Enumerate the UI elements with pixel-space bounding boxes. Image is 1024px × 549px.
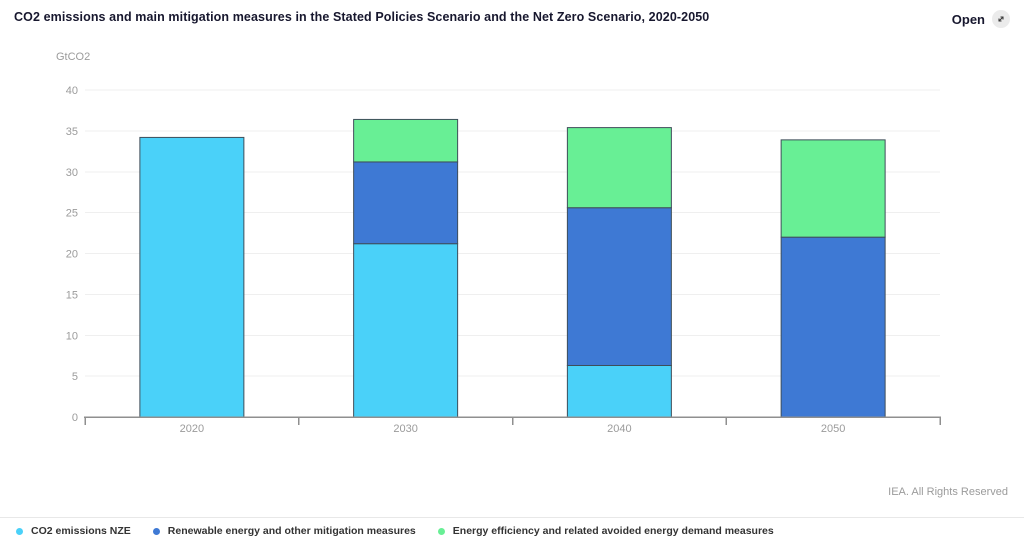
legend: CO2 emissions NZE Renewable energy and ot… — [16, 525, 774, 537]
bar-segment[interactable] — [566, 207, 672, 366]
legend-marker-icon — [16, 527, 23, 535]
legend-item-label: Renewable energy and other mitigation me… — [167, 525, 416, 537]
legend-item[interactable]: Renewable energy and other mitigation me… — [152, 525, 416, 537]
legend-divider — [0, 517, 1024, 518]
y-axis-tick-label: 30 — [66, 167, 78, 179]
open-button[interactable]: Open — [952, 10, 1010, 28]
x-axis-tick-label: 2020 — [180, 423, 204, 435]
chart-title: CO2 emissions and main mitigation measur… — [14, 10, 710, 24]
y-axis-tick-label: 15 — [66, 289, 78, 301]
y-axis-tick-label: 10 — [66, 330, 78, 342]
y-axis-tick-label: 5 — [72, 371, 78, 383]
y-axis-tick-label: 25 — [66, 208, 78, 220]
y-axis-tick-label: 35 — [66, 126, 78, 138]
x-axis-tick-label: 2030 — [393, 423, 417, 435]
bar-segment[interactable] — [566, 364, 672, 418]
x-axis-tick-label: 2040 — [607, 423, 631, 435]
bar-segment[interactable] — [353, 243, 459, 418]
x-axis-tick-label: 2050 — [821, 423, 845, 435]
expand-icon — [992, 10, 1010, 28]
y-axis-unit-label: GtCO2 — [56, 51, 91, 63]
y-axis-tick-label: 40 — [66, 85, 78, 97]
copyright-note: IEA. All Rights Reserved — [888, 486, 1008, 498]
y-axis-tick-label: 0 — [72, 412, 78, 424]
bar-segment[interactable] — [353, 161, 459, 245]
bar-segment[interactable] — [353, 118, 459, 163]
legend-marker-icon — [437, 527, 445, 535]
legend-marker-icon — [152, 527, 160, 535]
bar-segment[interactable] — [566, 127, 672, 209]
chart-header: CO2 emissions and main mitigation measur… — [0, 0, 1024, 36]
legend-item[interactable]: CO2 emissions NZE — [16, 525, 131, 537]
legend-item-label: CO2 emissions NZE — [31, 525, 131, 537]
legend-item-label: Energy efficiency and related avoided en… — [452, 525, 774, 537]
y-axis-tick-label: 20 — [66, 249, 78, 261]
open-button-label: Open — [951, 11, 985, 27]
bar-segment[interactable] — [780, 236, 886, 418]
legend-item[interactable]: Energy efficiency and related avoided en… — [437, 525, 774, 537]
bar-segment[interactable] — [780, 139, 886, 238]
bar-segment[interactable] — [139, 136, 245, 418]
